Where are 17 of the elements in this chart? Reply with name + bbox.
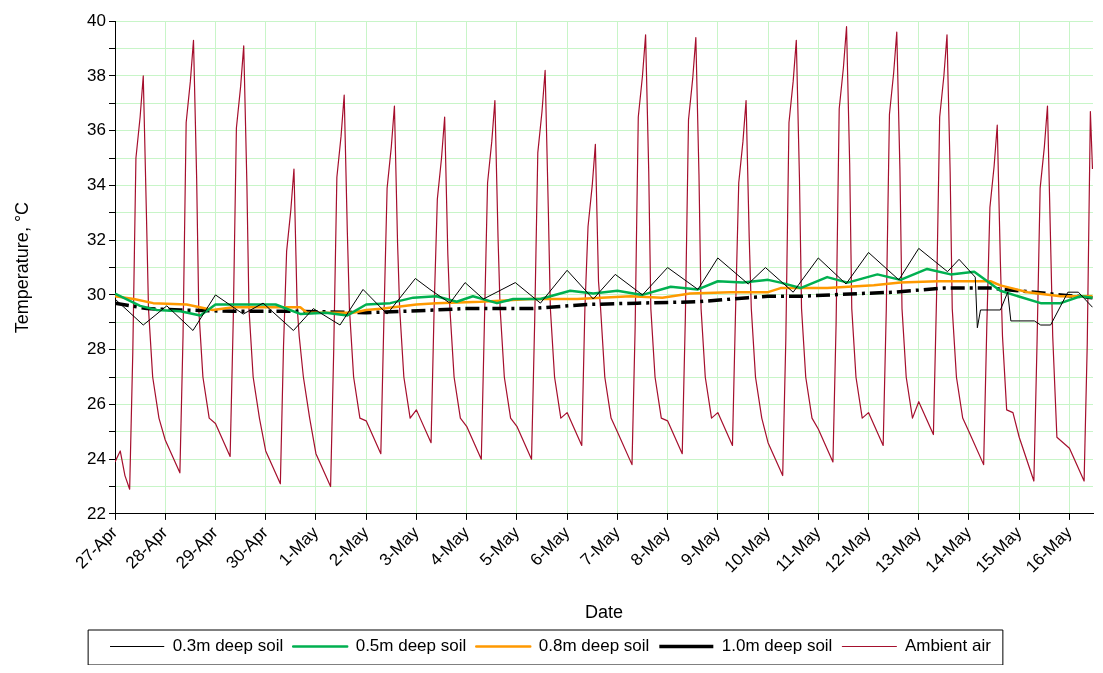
legend-label: 0.8m deep soil bbox=[538, 636, 650, 656]
y-tick-label: 30 bbox=[87, 284, 106, 304]
legend-label: 0.3m deep soil bbox=[172, 636, 284, 656]
legend-label: 0.5m deep soil bbox=[355, 636, 467, 656]
y-tick-label: 26 bbox=[87, 394, 106, 414]
y-tick-label: 32 bbox=[87, 229, 106, 249]
y-tick-label: 28 bbox=[87, 339, 106, 359]
y-tick-label: 24 bbox=[87, 448, 106, 468]
y-tick-label: 36 bbox=[87, 120, 106, 140]
y-tick-label: 34 bbox=[87, 175, 106, 195]
y-tick-label: 22 bbox=[87, 503, 106, 523]
y-tick-label: 38 bbox=[87, 65, 106, 85]
x-axis-title: Date bbox=[584, 602, 624, 623]
legend-label: Ambient air bbox=[904, 636, 992, 656]
legend-label: 1.0m deep soil bbox=[721, 636, 833, 656]
y-axis-title: Temperature, °C bbox=[11, 201, 32, 334]
y-tick-label: 40 bbox=[87, 10, 106, 30]
